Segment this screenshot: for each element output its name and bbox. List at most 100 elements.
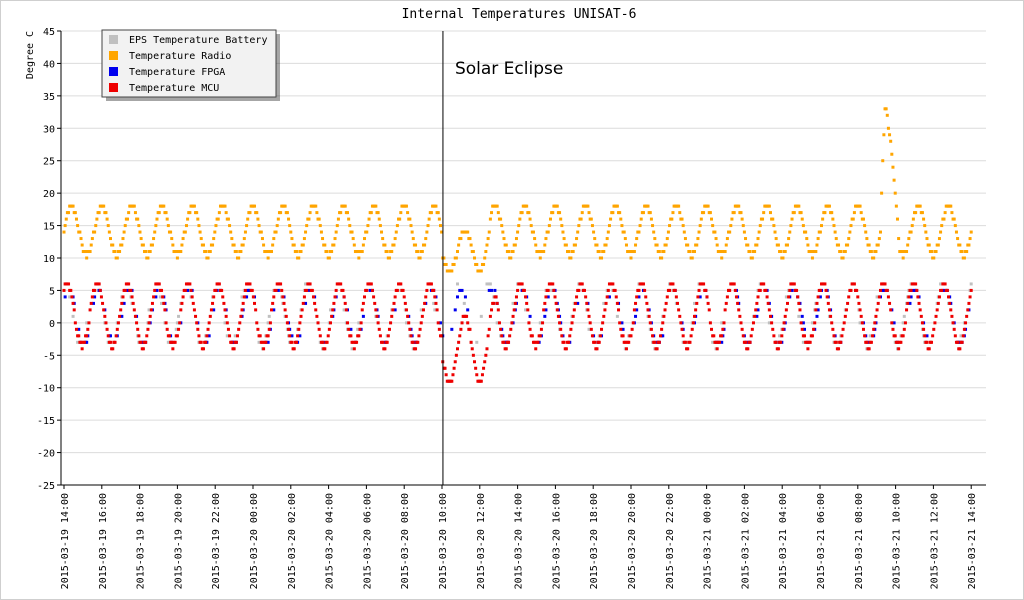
data-point: [120, 302, 123, 305]
data-point: [544, 295, 547, 298]
data-point: [177, 328, 180, 331]
data-point: [302, 244, 305, 247]
data-point: [371, 289, 374, 292]
data-point: [212, 237, 215, 240]
data-point: [261, 237, 264, 240]
data-point: [480, 380, 483, 383]
data-point: [498, 321, 501, 324]
data-point: [199, 231, 202, 234]
data-point: [516, 231, 519, 234]
x-tick-label: 2015-03-21 06:00: [816, 493, 827, 589]
data-point: [688, 341, 691, 344]
data-point: [91, 295, 94, 298]
data-point: [381, 237, 384, 240]
data-point: [809, 341, 812, 344]
data-point: [496, 302, 499, 305]
data-point: [239, 315, 242, 318]
data-point: [151, 302, 154, 305]
data-point: [588, 315, 591, 318]
data-point: [556, 205, 559, 208]
x-tick-label: 2015-03-21 04:00: [778, 493, 789, 589]
data-point: [366, 224, 369, 227]
data-point: [835, 237, 838, 240]
data-point: [372, 295, 375, 298]
data-point: [428, 218, 431, 221]
data-point: [489, 218, 492, 221]
data-point: [114, 341, 117, 344]
data-point: [345, 308, 348, 311]
data-point: [619, 328, 622, 331]
x-tick-label: 2015-03-21 10:00: [892, 493, 903, 589]
data-point: [484, 354, 487, 357]
data-point: [630, 257, 633, 260]
data-point: [696, 237, 699, 240]
data-point: [468, 328, 471, 331]
data-point: [730, 218, 733, 221]
y-axis-label: Degree C: [25, 31, 36, 79]
data-point: [795, 289, 798, 292]
data-point: [458, 334, 461, 337]
data-point: [967, 302, 970, 305]
data-point: [91, 237, 94, 240]
data-point: [510, 321, 513, 324]
data-point: [660, 328, 663, 331]
data-point: [93, 289, 96, 292]
data-point: [302, 302, 305, 305]
data-point: [485, 244, 488, 247]
data-point: [254, 308, 257, 311]
data-point: [912, 218, 915, 221]
data-point: [474, 367, 477, 370]
data-point: [149, 315, 152, 318]
y-tick-label: -5: [43, 351, 55, 362]
data-point: [138, 231, 141, 234]
data-point: [521, 282, 524, 285]
data-point: [169, 231, 172, 234]
data-point: [737, 308, 740, 311]
data-point: [200, 341, 203, 344]
data-point: [777, 347, 780, 350]
data-point: [224, 205, 227, 208]
data-point: [408, 218, 411, 221]
data-point: [879, 289, 882, 292]
data-point: [556, 308, 559, 311]
data-point: [938, 237, 941, 240]
data-point: [379, 334, 382, 337]
data-point: [423, 244, 426, 247]
data-point: [729, 224, 732, 227]
data-point: [70, 295, 73, 298]
data-point: [831, 218, 834, 221]
data-point: [495, 295, 498, 298]
data-point: [616, 205, 619, 208]
data-point: [244, 289, 247, 292]
data-point: [888, 302, 891, 305]
data-point: [487, 237, 490, 240]
data-point: [887, 295, 890, 298]
data-point: [692, 321, 695, 324]
data-point: [932, 328, 935, 331]
data-point: [388, 328, 391, 331]
data-point: [287, 218, 290, 221]
data-point: [873, 321, 876, 324]
data-point: [820, 224, 823, 227]
data-point: [547, 289, 550, 292]
data-point: [424, 295, 427, 298]
data-point: [852, 218, 855, 221]
data-point: [332, 244, 335, 247]
data-point: [137, 334, 140, 337]
data-point: [262, 347, 265, 350]
data-point: [839, 250, 842, 253]
data-point: [885, 107, 888, 110]
data-point: [694, 308, 697, 311]
data-point: [788, 231, 791, 234]
data-point: [72, 302, 75, 305]
data-point: [722, 321, 725, 324]
data-point: [830, 321, 833, 324]
data-point: [739, 211, 742, 214]
data-point: [321, 341, 324, 344]
data-point: [529, 328, 532, 331]
data-point: [108, 231, 111, 234]
data-point: [950, 315, 953, 318]
data-point: [136, 328, 139, 331]
data-point: [914, 282, 917, 285]
